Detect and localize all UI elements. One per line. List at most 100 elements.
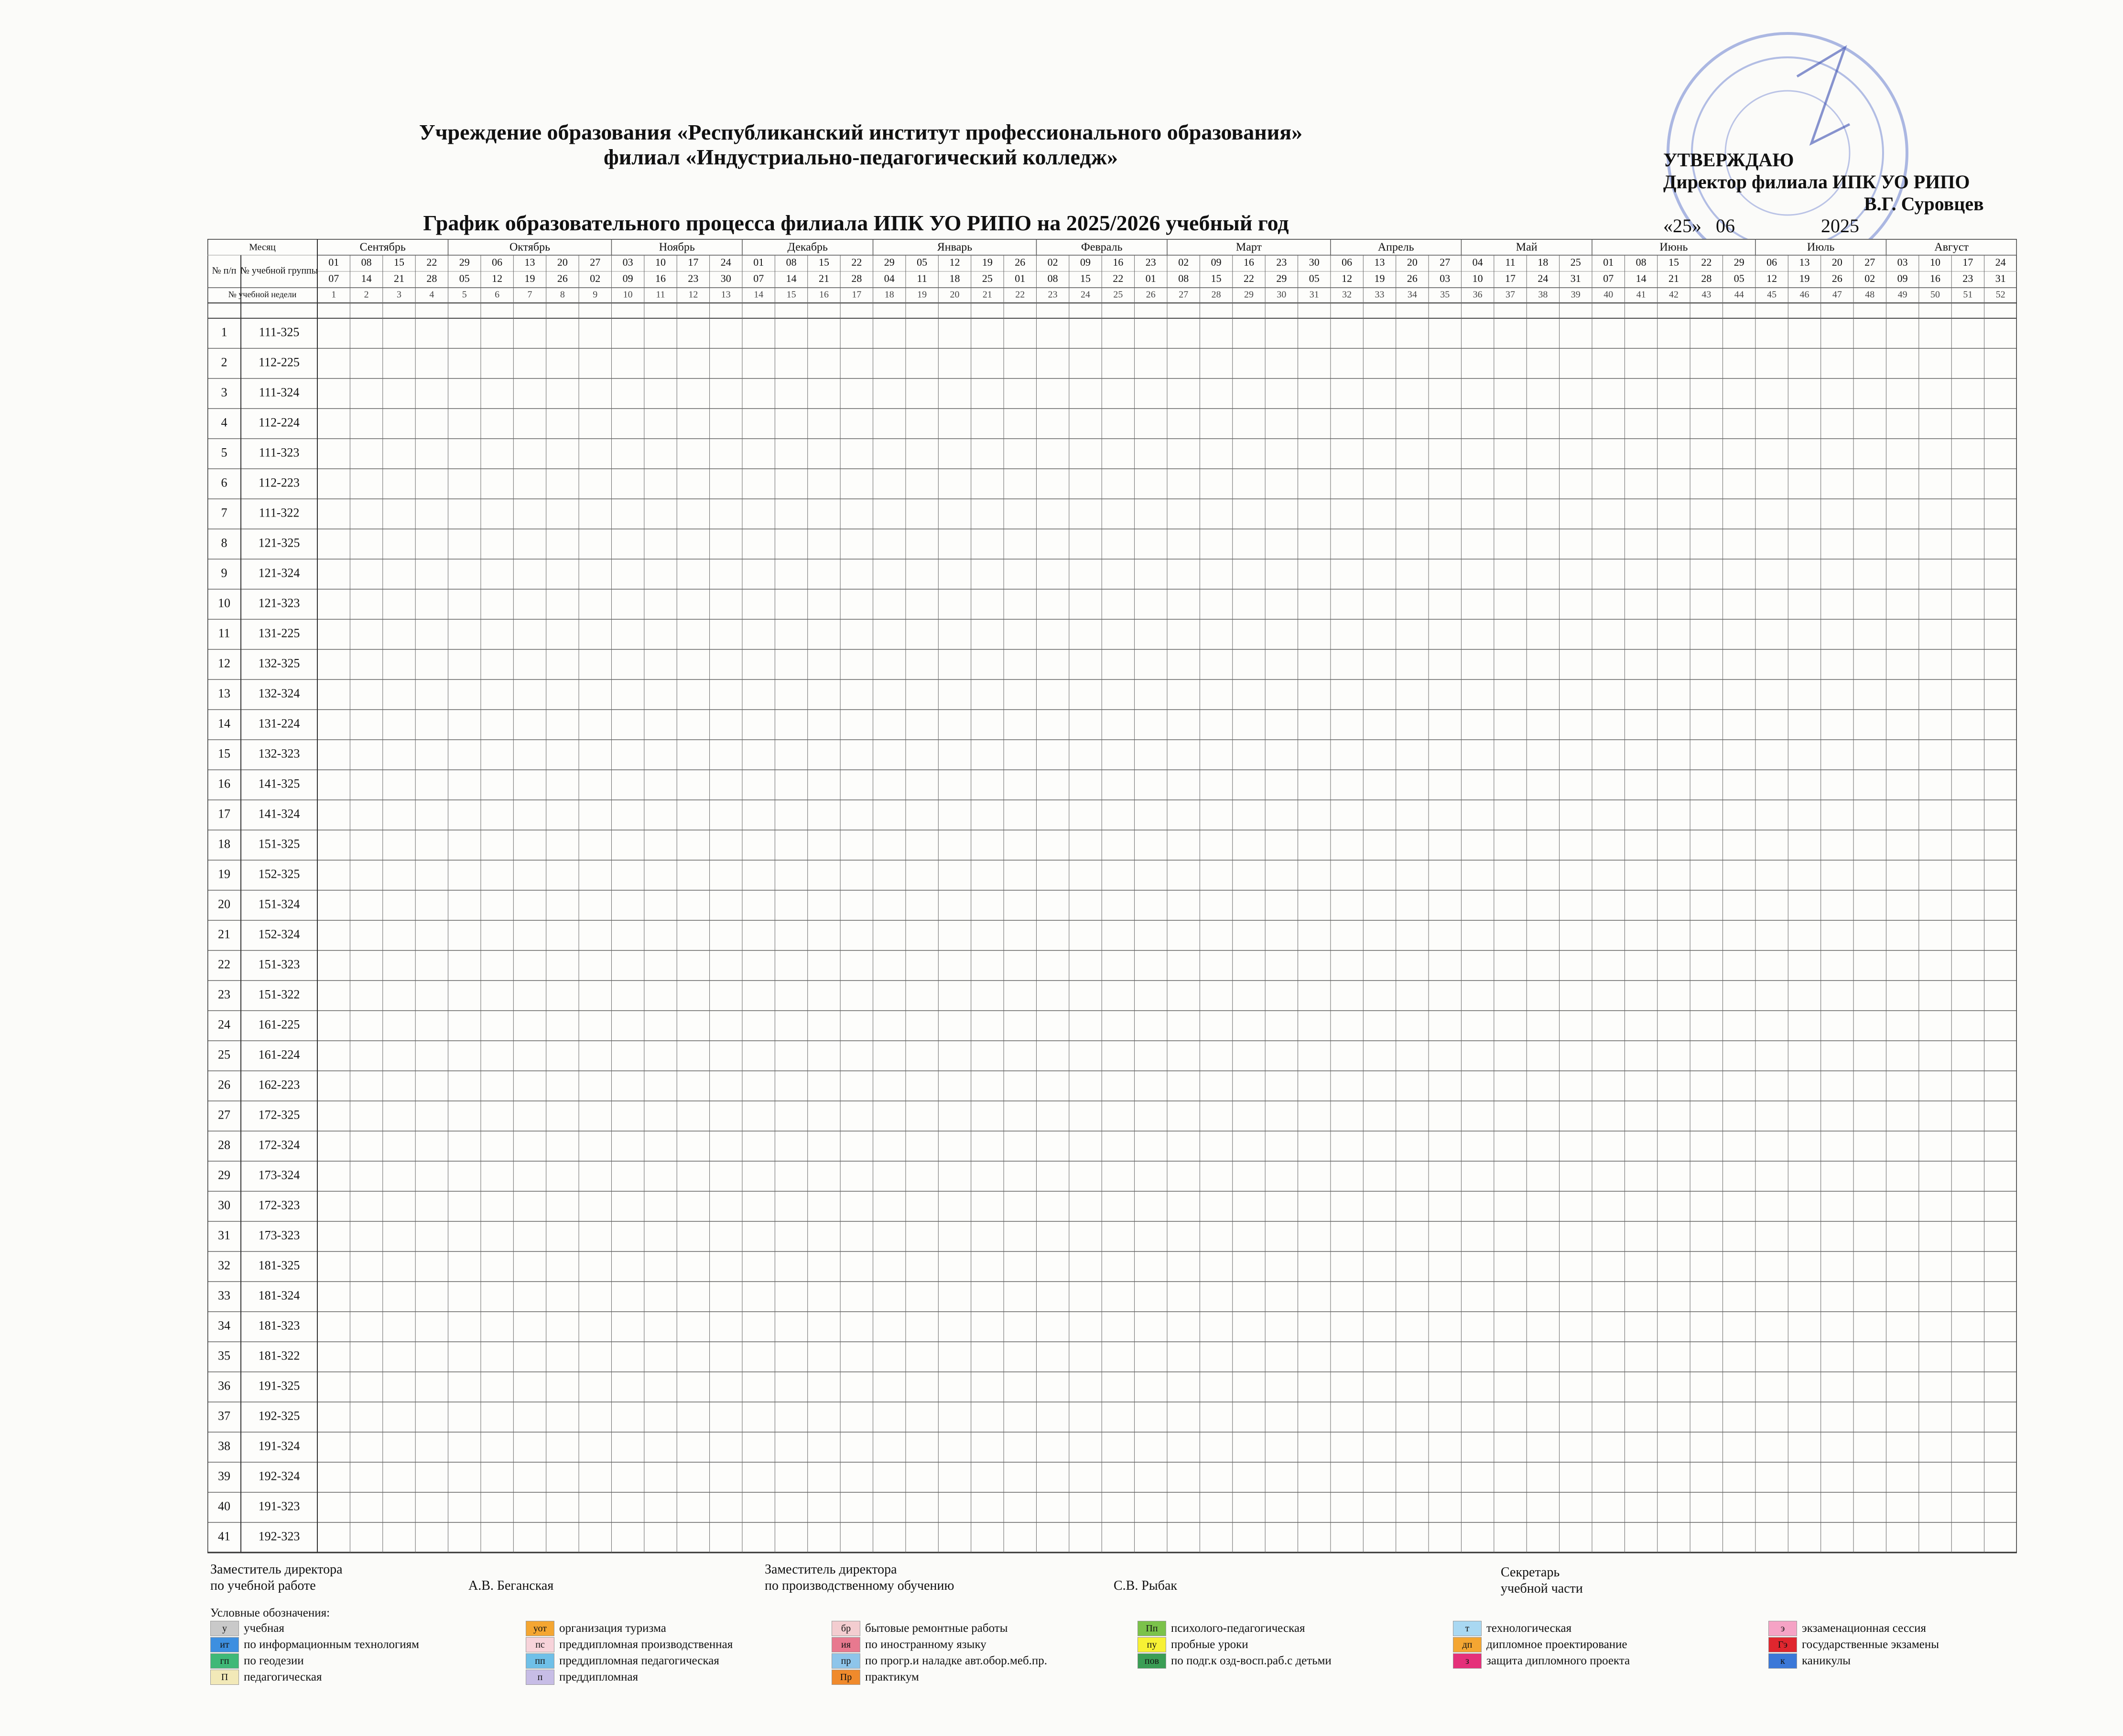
week-number: 43 [1701, 290, 1711, 300]
week-number: 18 [885, 290, 894, 300]
week-end-date: 19 [1375, 272, 1385, 284]
week-start-date: 03 [623, 256, 633, 268]
legend-swatch: у [210, 1621, 239, 1636]
week-end-date: 24 [1538, 272, 1548, 284]
month-label: Сентябрь [360, 241, 406, 254]
group-name: 191-325 [259, 1379, 300, 1392]
month-label: Март [1236, 241, 1262, 254]
approval-year: 2025 [1821, 215, 1859, 237]
week-start-date: 20 [1407, 256, 1418, 268]
week-end-date: 26 [557, 272, 568, 284]
week-end-date: 01 [1146, 272, 1156, 284]
week-end-date: 07 [1603, 272, 1614, 284]
group-name: 132-324 [259, 686, 300, 700]
row-number: 17 [218, 807, 230, 820]
week-end-date: 12 [1766, 272, 1777, 284]
week-end-date: 25 [982, 272, 993, 284]
month-label: Январь [937, 241, 973, 254]
week-end-date: 05 [1734, 272, 1744, 284]
week-number: 11 [656, 290, 665, 300]
group-name: 151-323 [259, 957, 300, 971]
row-number: 2 [221, 355, 227, 369]
week-end-date: 17 [1505, 272, 1516, 284]
group-name: 111-322 [259, 506, 300, 519]
legend-item: э экзаменационная сессия [1768, 1621, 1926, 1636]
week-start-date: 24 [721, 256, 731, 268]
week-end-date: 19 [525, 272, 535, 284]
legend-item: Пп психолого-педагогическая [1137, 1621, 1305, 1636]
row-number: 32 [218, 1258, 230, 1272]
week-end-date: 08 [1048, 272, 1058, 284]
week-start-date: 12 [950, 256, 960, 268]
week-end-date: 12 [1342, 272, 1352, 284]
approval-position: Директор филиала ИПК УО РИПО [1663, 171, 1970, 193]
row-number: 35 [218, 1348, 230, 1362]
week-end-date: 21 [394, 272, 404, 284]
deputy2-title: Заместитель директора [765, 1562, 897, 1577]
legend-item: гп по геодезии [210, 1653, 304, 1669]
week-number: 3 [397, 290, 401, 300]
week-start-date: 26 [1015, 256, 1025, 268]
week-number: 34 [1408, 290, 1417, 300]
week-number: 12 [688, 290, 698, 300]
week-number: 32 [1342, 290, 1352, 300]
deputy1-title: Заместитель директора [210, 1562, 343, 1577]
week-start-date: 22 [426, 256, 437, 268]
week-end-date: 19 [1799, 272, 1810, 284]
legend-swatch: ит [210, 1637, 239, 1652]
legend-swatch: ия [832, 1637, 860, 1652]
week-start-date: 06 [1342, 256, 1352, 268]
week-start-date: 16 [1244, 256, 1254, 268]
week-start-date: 06 [1766, 256, 1777, 268]
legend-label: по геодезии [244, 1654, 304, 1667]
week-number: 41 [1636, 290, 1646, 300]
week-start-date: 23 [1146, 256, 1156, 268]
legend: Условные обозначения: у учебная ит по инфор… [210, 1607, 2017, 1731]
group-name: 181-323 [259, 1318, 300, 1332]
legend-item: дп дипломное проектирование [1453, 1637, 1627, 1652]
week-end-date: 26 [1832, 272, 1842, 284]
month-label: Октябрь [509, 241, 550, 254]
row-number: 20 [218, 897, 230, 911]
group-name: 192-323 [259, 1529, 300, 1543]
week-start-date: 27 [590, 256, 600, 268]
week-start-date: 08 [1636, 256, 1646, 268]
week-end-date: 30 [721, 272, 731, 284]
institution-line1: Учреждение образования «Республиканский … [419, 120, 1303, 144]
week-number: 6 [495, 290, 499, 300]
week-end-date: 02 [1864, 272, 1875, 284]
row-number: 38 [218, 1439, 230, 1453]
group-name: 172-324 [259, 1138, 300, 1152]
group-name: 141-325 [259, 776, 300, 790]
week-number: 52 [1996, 290, 2005, 300]
row-number: 5 [221, 445, 227, 459]
legend-swatch: гп [210, 1653, 239, 1669]
week-start-date: 04 [1473, 256, 1483, 268]
approval-name: В.Г. Суровцев [1864, 193, 1984, 215]
row-number: 30 [218, 1198, 230, 1212]
legend-swatch: пу [1137, 1637, 1166, 1652]
corner-num: № п/п [212, 266, 236, 276]
week-number: 45 [1767, 290, 1776, 300]
row-number: 37 [218, 1409, 230, 1423]
week-end-date: 22 [1113, 272, 1123, 284]
legend-item: пп преддипломная педагогическая [526, 1653, 719, 1669]
legend-item: пр по прогр.и наладке авт.обор.меб.пр. [832, 1653, 1047, 1669]
group-name: 131-224 [259, 716, 300, 730]
deputy2-subtitle: по производственному обучению [765, 1578, 954, 1593]
legend-label: государственные экзамены [1802, 1638, 1939, 1651]
week-start-date: 24 [1995, 256, 2006, 268]
group-name: 152-324 [259, 927, 300, 941]
group-name: 152-325 [259, 867, 300, 881]
row-number: 40 [218, 1499, 230, 1513]
institution-line2: филиал «Индустриально-педагогический кол… [604, 145, 1118, 169]
week-end-date: 03 [1440, 272, 1450, 284]
week-number: 7 [528, 290, 532, 300]
week-start-date: 17 [688, 256, 698, 268]
legend-item: пов по подг.к озд-восп.раб.с детьми [1137, 1653, 1332, 1669]
group-name: 181-325 [259, 1258, 300, 1272]
legend-label: по прогр.и наладке авт.обор.меб.пр. [865, 1654, 1048, 1667]
week-end-date: 22 [1244, 272, 1254, 284]
week-number: 50 [1930, 290, 1940, 300]
row-number: 16 [218, 776, 230, 790]
